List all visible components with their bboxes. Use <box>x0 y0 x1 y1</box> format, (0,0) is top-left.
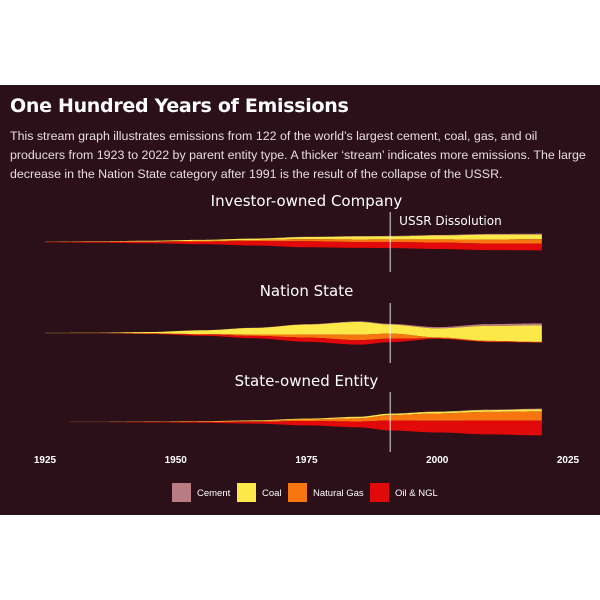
stream-graph: Investor-owned Company Nation State State-… <box>34 192 580 502</box>
stream-investor-owned-company-oil-ngl <box>45 241 542 251</box>
legend-swatch-cement <box>172 483 191 502</box>
facet-title-state-owned-entity: State-owned Entity <box>235 372 379 390</box>
stream-state-owned-entity-oil-ngl <box>45 420 542 436</box>
chart-title: One Hundred Years of Emissions <box>10 95 349 117</box>
legend-label-cement: Cement <box>197 488 231 499</box>
legend-label-natural-gas: Natural Gas <box>313 488 364 499</box>
stream-investor-owned-company-coal <box>45 234 542 242</box>
facet-title-investor-owned-company: Investor-owned Company <box>211 192 403 210</box>
stream-investor-owned-company-natural-gas <box>45 239 542 244</box>
ussr-annotation: USSR Dissolution <box>399 214 502 228</box>
legend-label-oil-ngl: Oil & NGL <box>395 488 438 499</box>
stream-nation-state-cement <box>45 321 542 333</box>
x-tick-2000: 2000 <box>426 455 449 466</box>
legend-swatch-oil-ngl <box>370 483 389 502</box>
x-tick-1925: 1925 <box>34 455 57 466</box>
stream-nation-state-natural-gas <box>45 333 542 343</box>
legend-label-coal: Coal <box>262 488 282 499</box>
x-tick-1950: 1950 <box>165 455 188 466</box>
legend-swatch-coal <box>237 483 256 502</box>
stream-nation-state-coal <box>45 321 542 342</box>
x-tick-2025: 2025 <box>557 455 580 466</box>
chart-subtitle: This stream graph illustrates emissions … <box>10 129 586 181</box>
stream-state-owned-entity-natural-gas <box>45 411 542 422</box>
legend-swatch-natural-gas <box>288 483 307 502</box>
facet-title-nation-state: Nation State <box>260 282 354 300</box>
stream-investor-owned-company-cement <box>45 233 542 242</box>
stream-state-owned-entity-coal <box>45 409 542 422</box>
x-tick-1975: 1975 <box>295 455 318 466</box>
stream-state-owned-entity-cement <box>45 408 542 422</box>
stream-nation-state-oil-ngl <box>45 333 542 345</box>
chart-panel: One Hundred Years of Emissions This stre… <box>0 85 600 515</box>
